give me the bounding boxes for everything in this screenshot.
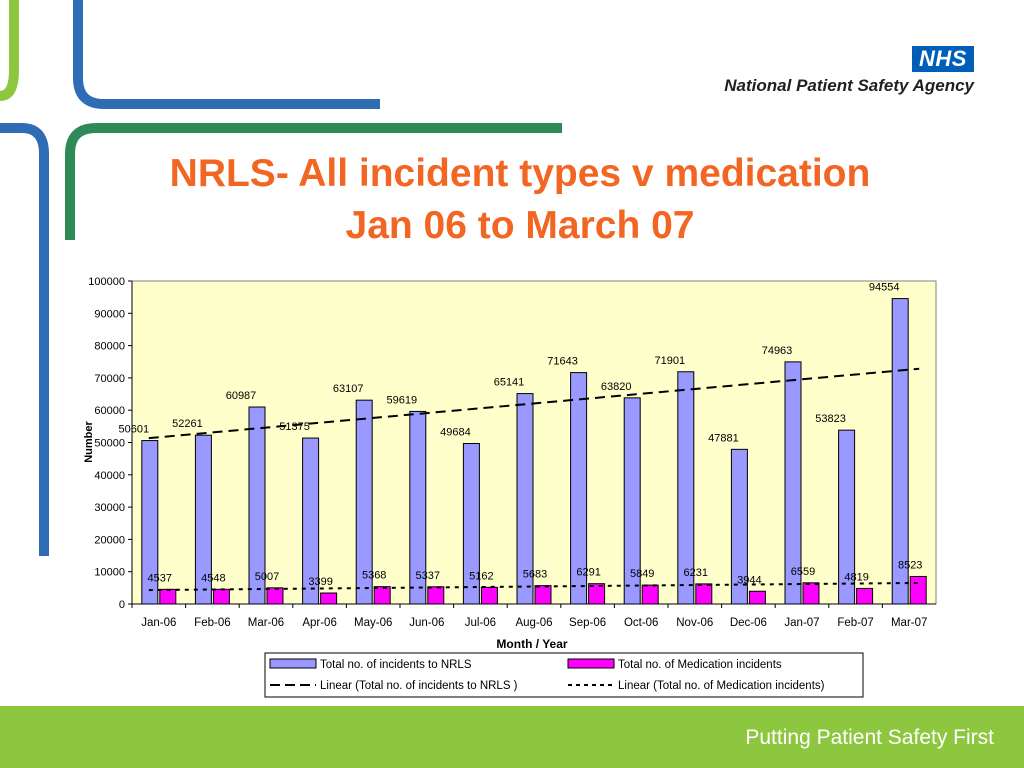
data-label-medication: 6559 — [791, 566, 815, 578]
bar-medication — [534, 585, 552, 605]
x-tick-label: Apr-06 — [302, 617, 337, 629]
agency-name: National Patient Safety Agency — [724, 76, 974, 95]
x-tick-label: Sep-06 — [569, 617, 606, 629]
y-tick-label: 10000 — [94, 567, 125, 579]
y-tick-label: 80000 — [94, 341, 125, 353]
y-tick-label: 40000 — [94, 470, 125, 482]
trendline-medication — [148, 581, 920, 592]
trendlines — [148, 367, 920, 592]
bar-medication — [373, 586, 391, 605]
data-label-nrls: 59619 — [387, 394, 418, 406]
y-tick-label: 60000 — [94, 405, 125, 417]
footer-bar — [0, 706, 1024, 768]
data-labels: 50601 4537 52261 4548 60987 5007 51375 3399 6310… — [119, 282, 923, 588]
data-label-nrls: 71901 — [655, 355, 686, 367]
bar-medication — [480, 586, 498, 605]
y-tick-label: 0 — [119, 599, 125, 611]
data-label-nrls: 52261 — [172, 418, 203, 430]
data-label-medication: 5162 — [469, 570, 493, 582]
x-tick-label: Jun-06 — [409, 617, 444, 629]
y-axis: 0 10000 20000 30000 40000 50000 60000 70000 8000… — [88, 276, 133, 611]
data-label-nrls: 71643 — [547, 356, 578, 368]
data-label-nrls: 60987 — [226, 390, 257, 402]
data-label-medication: 5368 — [362, 570, 386, 582]
bar-medication — [695, 583, 713, 605]
data-label-nrls: 74963 — [762, 345, 793, 357]
bar-medication — [159, 588, 177, 605]
data-label-nrls: 63820 — [601, 381, 632, 393]
data-label-medication: 6291 — [576, 567, 600, 579]
bar-medication — [909, 575, 927, 605]
legend-swatch-medication — [567, 658, 615, 669]
bar-medication — [641, 584, 659, 605]
data-label-nrls: 63107 — [333, 383, 364, 395]
y-tick-label: 100000 — [88, 276, 125, 288]
data-label-medication: 5849 — [630, 568, 654, 580]
slide-title-line1: NRLS- All incident types v medication — [169, 152, 871, 195]
legend-label-nrls: Total no. of incidents to NRLS — [320, 659, 472, 671]
data-label-medication: 4548 — [201, 572, 225, 584]
x-tick-label: Feb-06 — [194, 617, 230, 629]
x-tick-label: Oct-06 — [624, 617, 659, 629]
data-label-nrls: 49684 — [440, 427, 471, 439]
y-axis-title: Number — [83, 421, 95, 463]
legend: Total no. of incidents to NRLS Total no.… — [264, 652, 864, 698]
bar-medication — [212, 588, 230, 605]
y-tick-label: 30000 — [94, 502, 125, 514]
bar-chart: 0 10000 20000 30000 40000 50000 60000 70000 8000… — [83, 276, 937, 698]
legend-label-medication: Total no. of Medication incidents — [618, 659, 782, 671]
data-label-medication: 5337 — [416, 570, 440, 582]
x-tick-label: Mar-06 — [248, 617, 284, 629]
data-label-medication: 6231 — [684, 567, 708, 579]
bar-nrls — [891, 298, 909, 605]
data-label-nrls: 50601 — [119, 424, 150, 436]
bar-medication — [856, 587, 874, 605]
trendline-nrls — [148, 367, 920, 440]
slide-title-line2: Jan 06 to March 07 — [345, 204, 695, 247]
data-label-nrls: 51375 — [279, 421, 310, 433]
x-tick-label: Aug-06 — [515, 617, 552, 629]
data-label-nrls: 94554 — [869, 282, 900, 294]
bar-medication — [427, 586, 445, 605]
x-tick-label: Jul-06 — [465, 617, 496, 629]
legend-swatch-nrls — [269, 658, 317, 669]
data-label-nrls: 47881 — [708, 432, 739, 444]
data-label-medication: 4819 — [844, 571, 868, 583]
y-tick-label: 90000 — [94, 308, 125, 320]
x-tick-label: Jan-07 — [784, 617, 819, 629]
bar-medication — [266, 587, 284, 605]
x-tick-label: Feb-07 — [837, 617, 873, 629]
footer-tagline: Putting Patient Safety First — [745, 726, 994, 749]
data-label-nrls: 53823 — [815, 413, 846, 425]
x-tick-label: Jan-06 — [141, 617, 176, 629]
y-tick-label: 70000 — [94, 373, 125, 385]
nhs-logo: NHS — [912, 46, 974, 72]
bar-medication — [802, 582, 820, 605]
bar-medication — [748, 590, 766, 605]
x-axis: Jan-06 Feb-06 Mar-06 Apr-06 May-06 Jun-06 Jul-… — [131, 603, 936, 629]
x-tick-label: Dec-06 — [730, 617, 767, 629]
data-label-medication: 4537 — [148, 572, 172, 584]
legend-label-medication-trend: Linear (Total no. of Medication incident… — [618, 680, 825, 692]
data-label-medication: 5007 — [255, 571, 279, 583]
x-axis-title: Month / Year — [496, 637, 567, 651]
x-tick-label: Mar-07 — [891, 617, 927, 629]
data-label-medication: 5683 — [523, 569, 547, 581]
y-tick-label: 50000 — [94, 438, 125, 450]
legend-box — [264, 652, 864, 698]
data-label-medication: 3399 — [308, 576, 332, 588]
x-tick-label: Nov-06 — [676, 617, 713, 629]
data-label-medication: 3944 — [737, 574, 761, 586]
plot-area — [131, 280, 937, 605]
data-label-medication: 8523 — [898, 559, 922, 571]
x-tick-label: May-06 — [354, 617, 392, 629]
data-label-nrls: 65141 — [494, 377, 525, 389]
y-tick-label: 20000 — [94, 534, 125, 546]
legend-label-nrls-trend: Linear (Total no. of incidents to NRLS ) — [320, 680, 518, 692]
bar-medication — [320, 592, 338, 605]
